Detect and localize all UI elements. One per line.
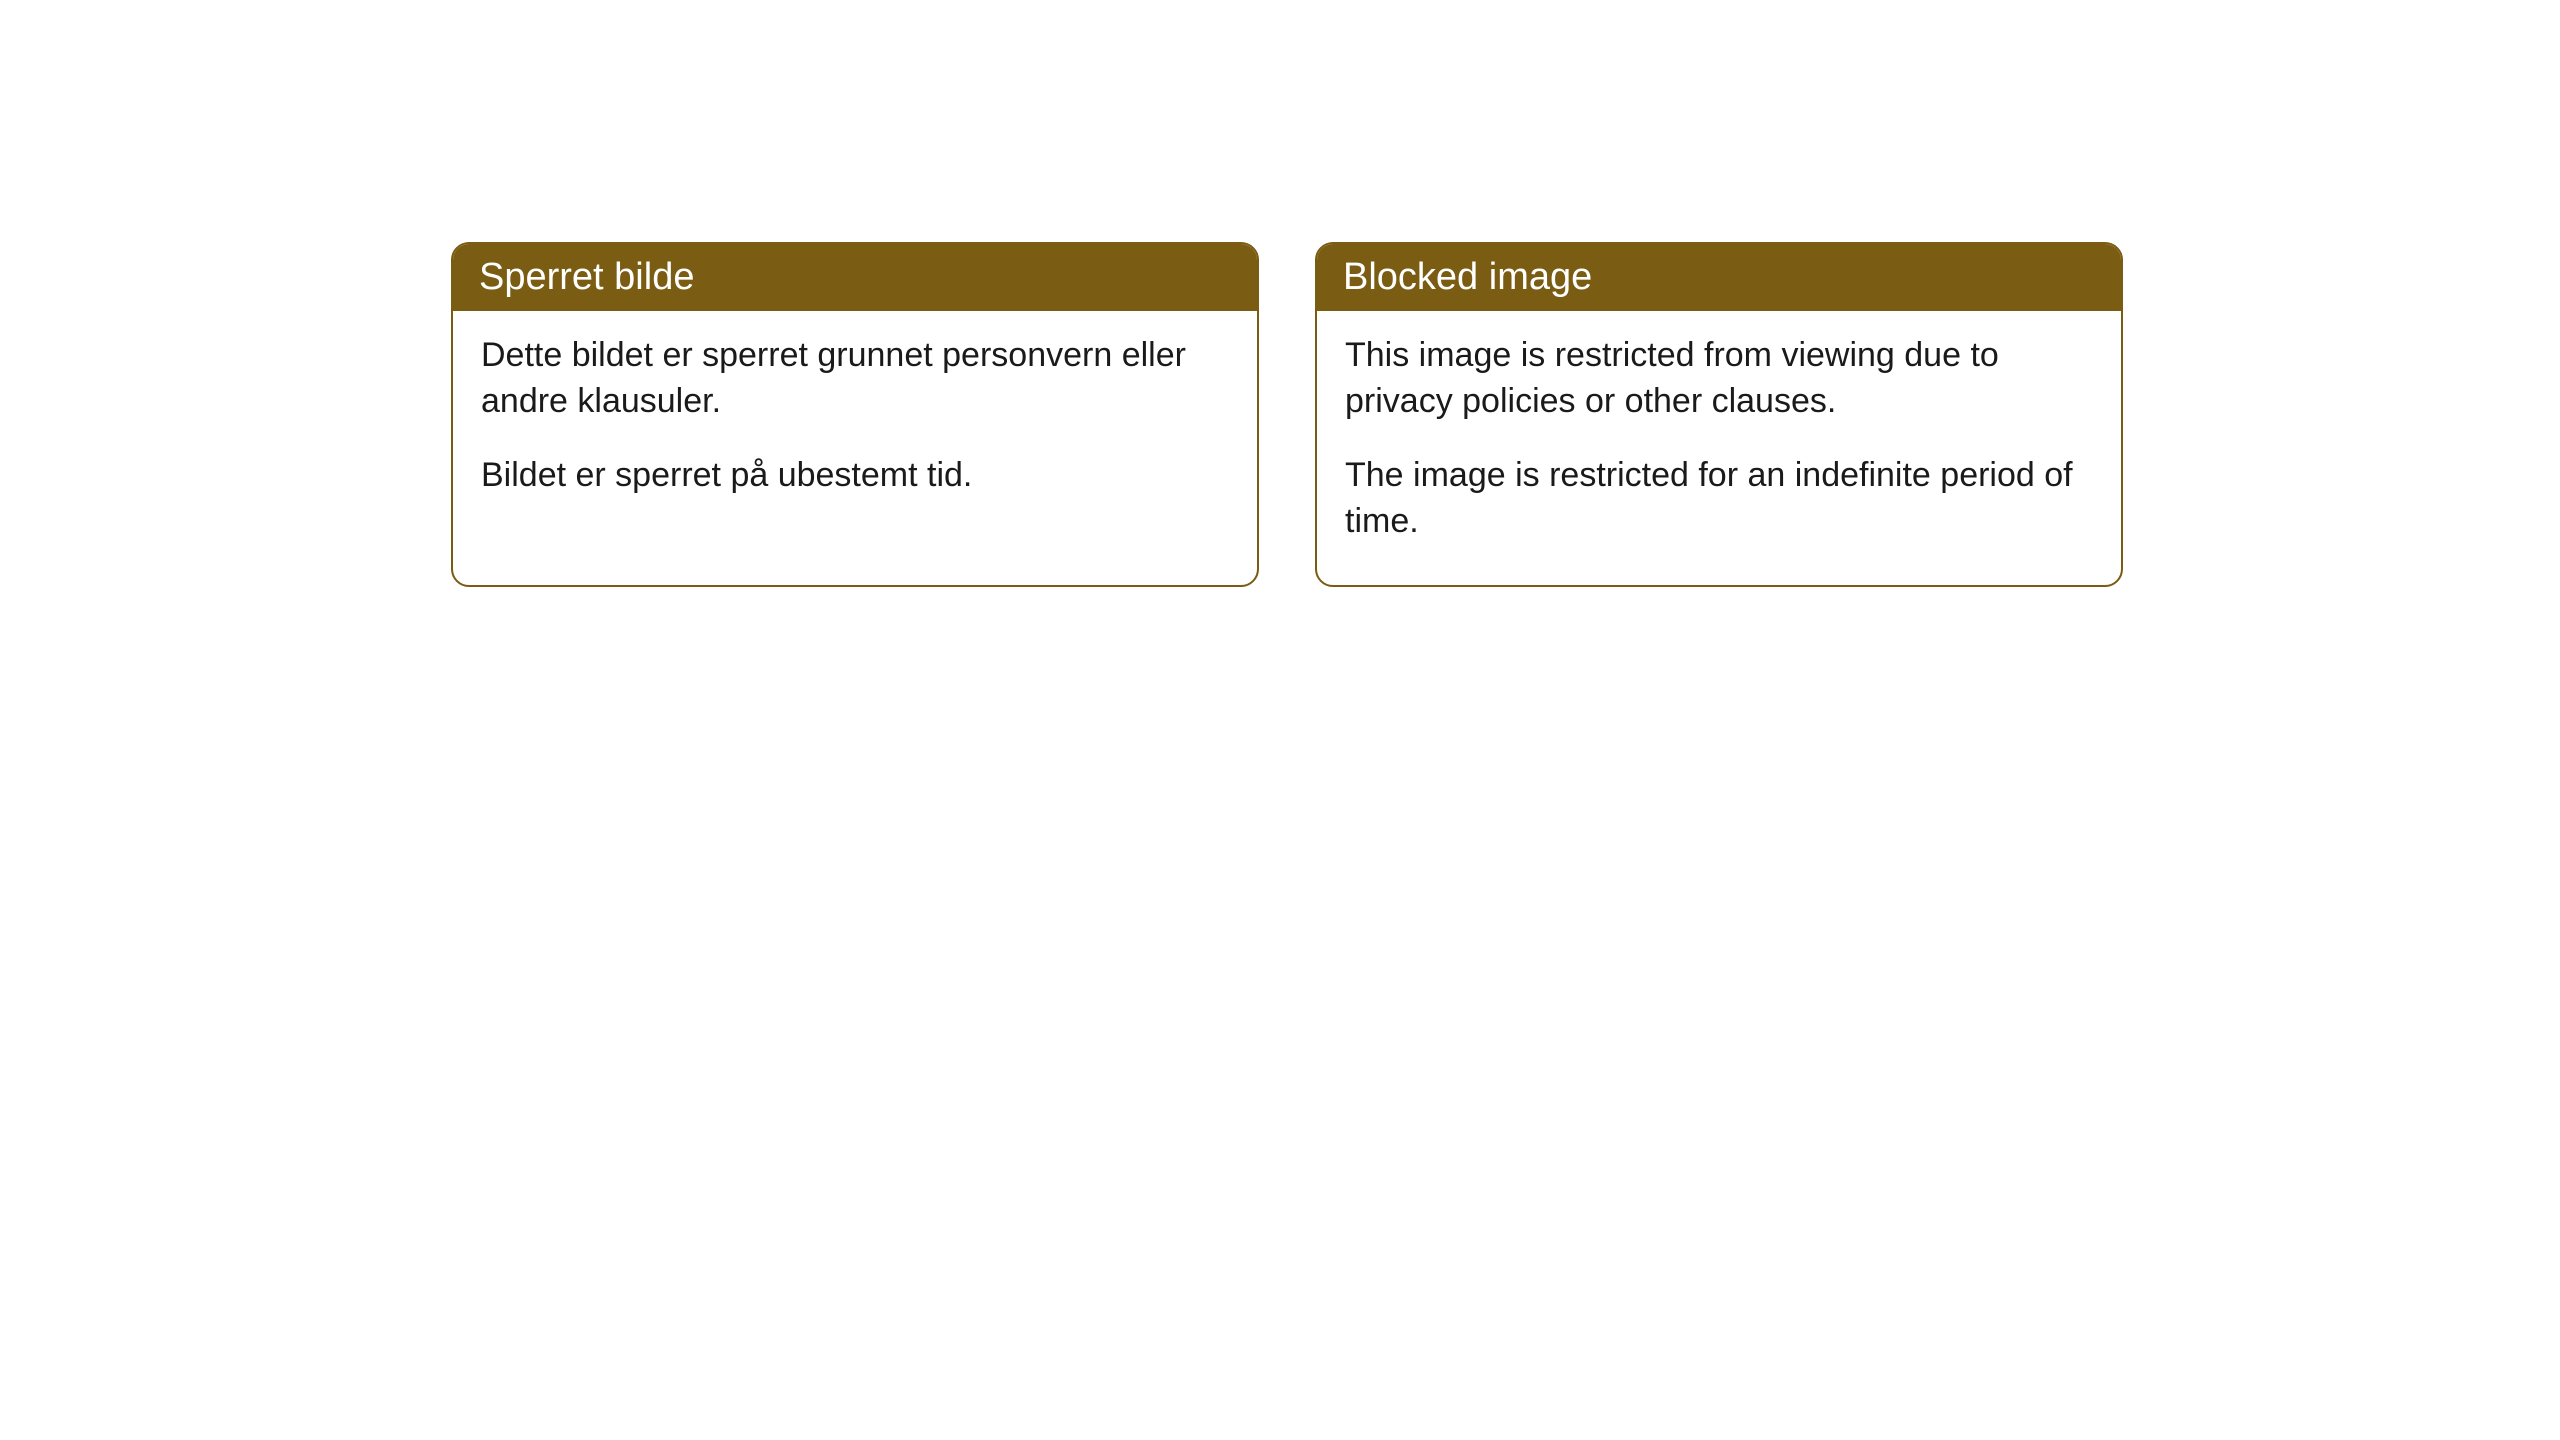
card-paragraph: This image is restricted from viewing du… xyxy=(1345,333,2093,425)
card-body: Dette bildet er sperret grunnet personve… xyxy=(453,311,1257,539)
notice-cards-container: Sperret bilde Dette bildet er sperret gr… xyxy=(451,242,2123,587)
card-body: This image is restricted from viewing du… xyxy=(1317,311,2121,585)
card-title: Sperret bilde xyxy=(453,244,1257,311)
notice-card-norwegian: Sperret bilde Dette bildet er sperret gr… xyxy=(451,242,1259,587)
card-paragraph: Dette bildet er sperret grunnet personve… xyxy=(481,333,1229,425)
card-paragraph: Bildet er sperret på ubestemt tid. xyxy=(481,453,1229,499)
card-paragraph: The image is restricted for an indefinit… xyxy=(1345,453,2093,545)
notice-card-english: Blocked image This image is restricted f… xyxy=(1315,242,2123,587)
card-title: Blocked image xyxy=(1317,244,2121,311)
